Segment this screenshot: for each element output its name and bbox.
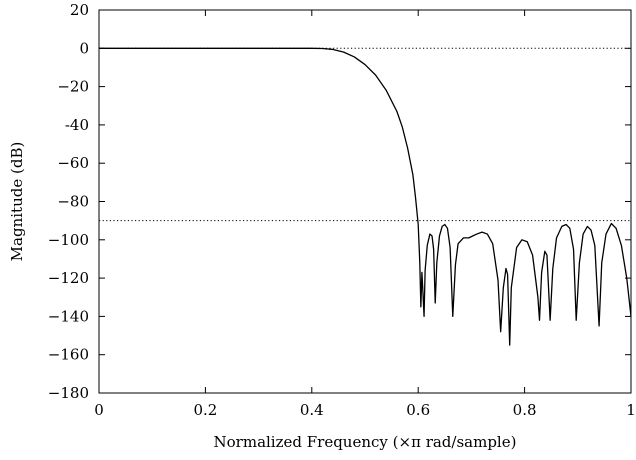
y-tick-label: −100 [48, 231, 89, 249]
x-tick-label: 0.8 [513, 401, 537, 419]
y-tick-label: 0 [79, 39, 89, 57]
x-axis-title: Normalized Frequency (×π rad/sample) [214, 433, 517, 451]
x-tick-label: 0 [94, 401, 104, 419]
series-line [99, 47, 632, 346]
ticks-layer: 0 0.2 0.4 0.6 0.8 1 20 0 −20 -40 −60 −80 −100 −120 −14… [48, 1, 636, 419]
y-tick-label: -40 [65, 116, 89, 134]
y-axis-title: Magnitude (dB) [8, 142, 26, 262]
x-tick-label: 0.6 [406, 401, 430, 419]
series-layer [99, 47, 632, 346]
y-tick-label: −120 [48, 269, 89, 287]
y-tick-label: −140 [48, 307, 89, 325]
y-tick-label: 20 [70, 1, 89, 19]
y-tick-label: −60 [57, 154, 89, 172]
x-tick-label: 1 [626, 401, 636, 419]
y-tick-label: −80 [57, 193, 89, 211]
x-tick-label: 0.4 [300, 401, 324, 419]
x-tick-label: 0.2 [193, 401, 217, 419]
y-tick-label: −180 [48, 384, 89, 402]
y-tick-label: −160 [48, 346, 89, 364]
reference-lines [99, 47, 631, 222]
plot-frame [98, 9, 632, 394]
y-tick-label: −20 [57, 78, 89, 96]
